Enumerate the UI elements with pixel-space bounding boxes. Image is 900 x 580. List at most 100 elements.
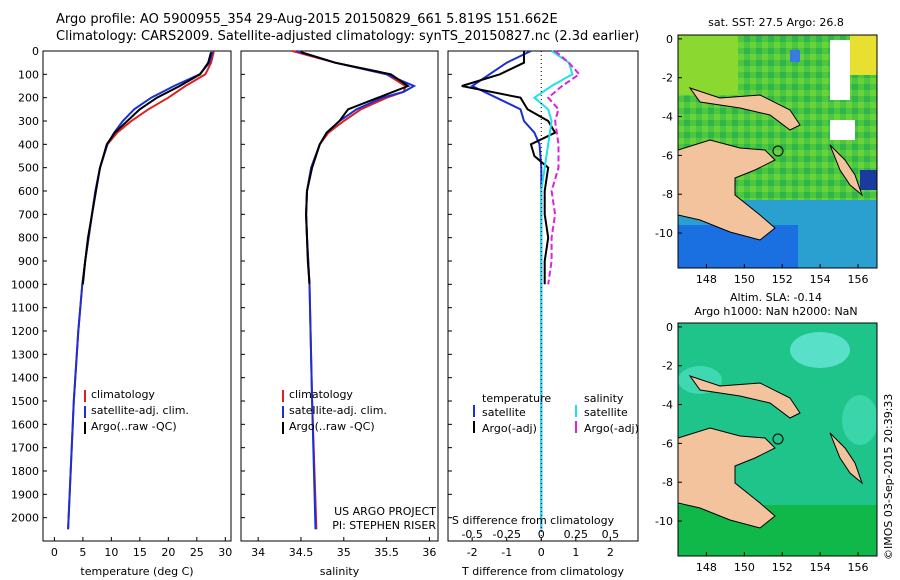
y-tick-label: 800 — [18, 232, 39, 245]
salinity-diff-label: S difference from climatology — [452, 514, 615, 527]
y-tick-label: 1000 — [11, 278, 39, 291]
x-tick-label: 34 — [251, 546, 265, 559]
legend-label: Argo(..raw -QC) — [289, 420, 375, 433]
sla-map-subtitle: Argo h1000: NaN h2000: NaN — [694, 305, 857, 318]
project-label: US ARGO PROJECT — [334, 505, 436, 518]
y-tick-label: 1800 — [11, 465, 39, 478]
map-y-tick-label: -6 — [662, 437, 673, 450]
pi-label: PI: STEPHEN RISER — [332, 519, 436, 532]
s-tick-label: 0.5 — [602, 528, 620, 541]
map-y-tick-label: -8 — [662, 188, 673, 201]
legend-label: Argo(..raw -QC) — [91, 420, 177, 433]
x-tick-label: 30 — [218, 546, 232, 559]
map-x-tick-label: 148 — [696, 273, 717, 286]
y-tick-label: 2000 — [11, 512, 39, 525]
temperature-axes-box — [42, 50, 232, 542]
temperature-series-satellite-adj-clim- — [67, 50, 214, 530]
legend-label: Argo(-adj) — [482, 422, 537, 435]
y-tick-label: 900 — [18, 255, 39, 268]
y-tick-label: 1300 — [11, 348, 39, 361]
temperature-series-climatology — [67, 50, 215, 530]
temperature-series-argo-raw-qc- — [81, 51, 213, 285]
panel-difference: -2 -1 0 1 2 T difference from climatology temp… — [447, 50, 639, 578]
x-tick-label: 15 — [133, 546, 147, 559]
map-y-tick-label: 0 — [666, 33, 673, 46]
x-tick-label: 35.5 — [374, 546, 399, 559]
salinity-axes-box — [240, 50, 439, 542]
y-tick-label: 200 — [18, 92, 39, 105]
panel-salinity: 34 34.5 35 35.5 36 salinity climatology satelli… — [240, 50, 439, 578]
legend-label: Argo(-adj) — [584, 422, 639, 435]
y-tick-label: 1500 — [11, 395, 39, 408]
x-tick-label: 36 — [422, 546, 436, 559]
map-y-tick-label: -10 — [655, 227, 673, 240]
s-tick-label: -0.25 — [492, 528, 520, 541]
y-tick-label: 1400 — [11, 372, 39, 385]
y-tick-label: 500 — [18, 162, 39, 175]
difference-series-s-argo-adj- — [546, 50, 581, 285]
map-x-tick-label: 156 — [848, 561, 869, 574]
legend-header: temperature — [482, 392, 551, 405]
difference-series-s-satellite — [532, 50, 574, 530]
y-tick-label: 400 — [18, 138, 39, 151]
sst-map: sat. SST: 27.5 Argo: 26.8 148 150 152 154 15… — [655, 16, 878, 286]
map-y-tick-label: -8 — [662, 476, 673, 489]
sla-map: Altim. SLA: -0.14 Argo h1000: NaN h2000:… — [655, 291, 878, 574]
map-x-tick-label: 148 — [696, 561, 717, 574]
y-tick-label: 700 — [18, 208, 39, 221]
sst-map-title: sat. SST: 27.5 Argo: 26.8 — [708, 16, 844, 29]
y-tick-label: 1700 — [11, 442, 39, 455]
x-tick-label: 5 — [79, 546, 86, 559]
s-tick-label: 0.25 — [564, 528, 589, 541]
plot-title: Argo profile: AO 5900955_354 29-Aug-2015… — [56, 12, 558, 27]
legend-label: climatology — [91, 388, 155, 401]
y-tick-label: 1900 — [11, 488, 39, 501]
panel-temperature: 0100200300400500600700800900100011001200… — [11, 45, 232, 578]
map-y-tick-label: -2 — [662, 72, 673, 85]
difference-xlabel: T difference from climatology — [461, 565, 624, 578]
map-y-tick-label: -10 — [655, 515, 673, 528]
x-tick-label: 2 — [607, 546, 614, 559]
y-tick-label: 300 — [18, 115, 39, 128]
map-x-tick-label: 152 — [772, 561, 793, 574]
map-x-tick-label: 156 — [848, 273, 869, 286]
difference-series-t-satellite — [470, 50, 543, 530]
map-x-tick-label: 150 — [734, 561, 755, 574]
x-tick-label: 0 — [538, 546, 545, 559]
map-x-tick-label: 150 — [734, 273, 755, 286]
map-y-tick-label: -4 — [662, 399, 673, 412]
difference-series-t-argo-adj- — [461, 51, 557, 285]
salinity-series-argo-raw-qc- — [300, 51, 411, 285]
legend-label: satellite — [584, 406, 628, 419]
temperature-xlabel: temperature (deg C) — [80, 565, 193, 578]
map-y-tick-label: -6 — [662, 149, 673, 162]
map-y-tick-label: -2 — [662, 360, 673, 373]
x-tick-label: 1 — [572, 546, 579, 559]
y-tick-label: 600 — [18, 185, 39, 198]
x-tick-label: 10 — [104, 546, 118, 559]
x-tick-label: 34.5 — [289, 546, 314, 559]
y-tick-label: 1100 — [11, 302, 39, 315]
plot-subtitle: Climatology: CARS2009. Satellite-adjuste… — [56, 29, 640, 44]
x-tick-label: 25 — [190, 546, 204, 559]
y-tick-label: 1600 — [11, 418, 39, 431]
difference-axes-box — [447, 50, 639, 542]
y-tick-label: 1200 — [11, 325, 39, 338]
map-x-tick-label: 152 — [772, 273, 793, 286]
y-tick-label: 100 — [18, 68, 39, 81]
legend-label: satellite — [482, 406, 526, 419]
map-x-tick-label: 154 — [810, 561, 831, 574]
map-y-tick-label: -4 — [662, 111, 673, 124]
sla-map-title: Altim. SLA: -0.14 — [730, 291, 822, 304]
legend-label: satellite-adj. clim. — [289, 404, 387, 417]
x-tick-label: -2 — [467, 546, 478, 559]
s-tick-label: -0.5 — [461, 528, 482, 541]
map-x-tick-label: 154 — [810, 273, 831, 286]
legend-header: salinity — [584, 392, 624, 405]
salinity-series-satellite-adj-clim- — [296, 50, 417, 530]
salinity-xlabel: salinity — [320, 565, 360, 578]
map-y-tick-label: 0 — [666, 321, 673, 334]
x-tick-label: 20 — [161, 546, 175, 559]
legend-label: climatology — [289, 388, 353, 401]
